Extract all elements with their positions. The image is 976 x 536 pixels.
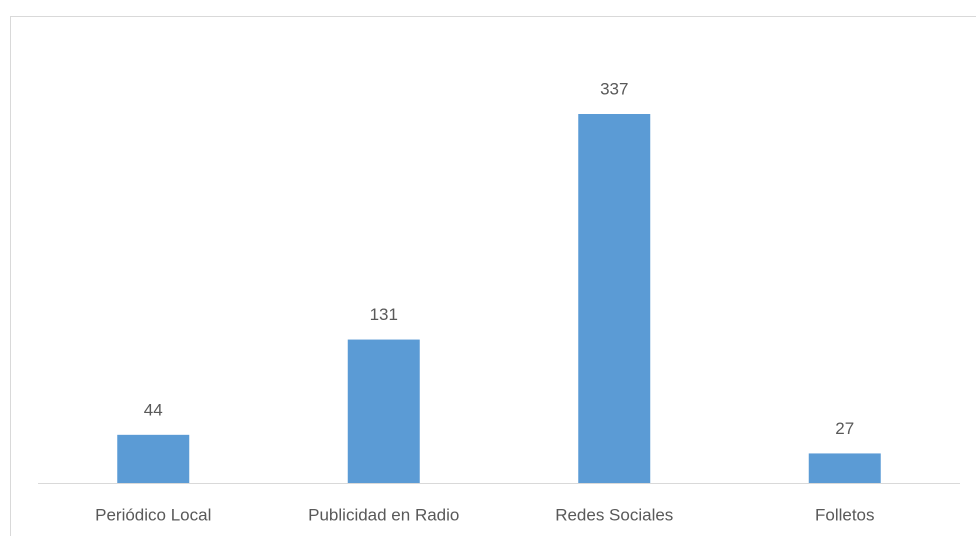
data-label: 337	[600, 79, 628, 98]
x-tick-label: Folletos	[815, 505, 875, 524]
x-tick-label: Redes Sociales	[555, 505, 673, 524]
bar	[808, 453, 881, 483]
x-tick-label: Publicidad en Radio	[308, 505, 459, 524]
bar	[347, 339, 420, 483]
data-label: 44	[144, 400, 163, 419]
bar	[117, 434, 190, 483]
data-label: 131	[370, 305, 398, 324]
bar	[578, 114, 651, 483]
x-tick-label: Periódico Local	[95, 505, 211, 524]
data-label: 27	[835, 419, 854, 438]
